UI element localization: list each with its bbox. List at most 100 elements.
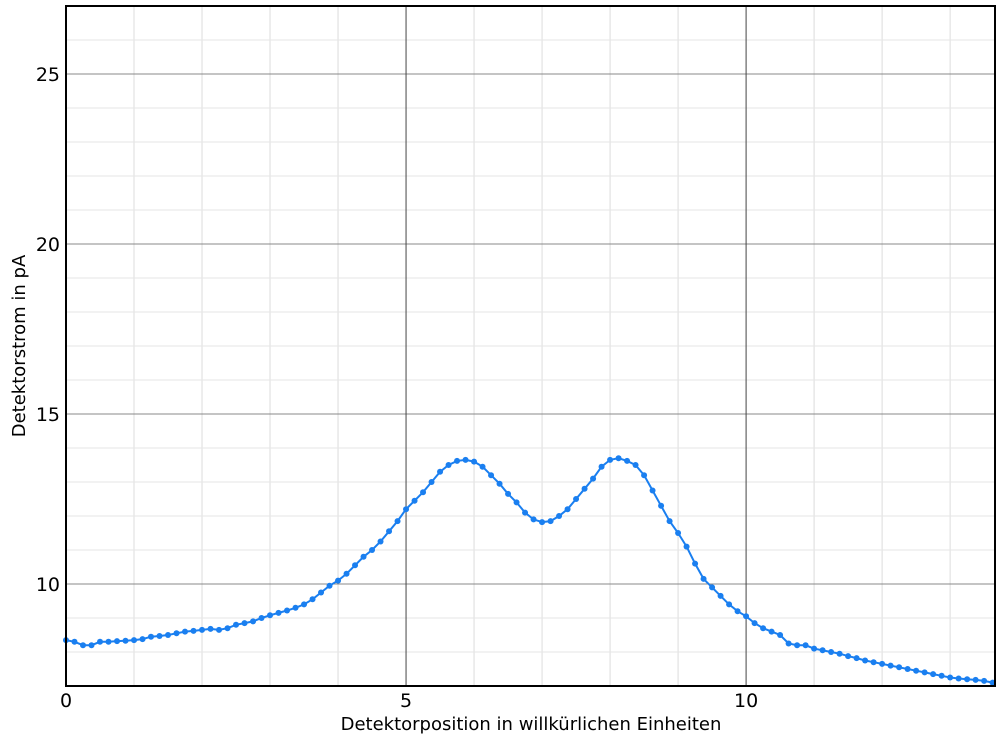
y-tick-label: 15 <box>36 404 60 426</box>
data-point <box>343 570 350 577</box>
data-point <box>148 633 155 640</box>
data-point <box>403 506 410 513</box>
data-point <box>734 608 741 615</box>
data-point <box>590 475 597 482</box>
data-point <box>811 645 818 652</box>
data-point <box>658 502 665 509</box>
data-point <box>411 497 418 504</box>
x-tick-label: 0 <box>60 690 72 712</box>
data-point <box>88 642 95 649</box>
data-point <box>479 463 486 470</box>
data-point <box>624 457 631 464</box>
data-point <box>505 490 512 497</box>
data-point <box>105 638 112 645</box>
data-point <box>309 596 316 603</box>
data-line <box>65 457 993 684</box>
data-point <box>717 592 724 599</box>
data-point <box>896 664 903 671</box>
data-point <box>301 601 308 608</box>
data-point <box>292 604 299 611</box>
data-point <box>335 577 342 584</box>
data-point <box>326 582 333 589</box>
data-point <box>607 456 614 463</box>
data-point <box>853 655 860 662</box>
data-point <box>80 642 87 649</box>
data-point <box>190 627 197 634</box>
data-point <box>845 653 852 660</box>
data-point <box>751 620 758 627</box>
data-point <box>360 553 367 560</box>
data-point <box>632 462 639 468</box>
data-point <box>649 487 656 494</box>
data-point <box>488 472 495 479</box>
data-point <box>216 626 223 633</box>
data-point <box>947 674 954 681</box>
data-point <box>267 612 274 619</box>
data-point <box>139 636 146 643</box>
data-point <box>726 601 733 608</box>
data-point <box>615 455 622 462</box>
data-point <box>522 509 529 516</box>
data-point <box>964 676 971 683</box>
data-point <box>768 628 775 635</box>
data-point <box>241 620 248 627</box>
data-point <box>462 456 469 463</box>
data-point <box>114 638 121 645</box>
plot-frame <box>65 5 996 687</box>
data-point <box>71 638 78 645</box>
data-point <box>386 528 393 535</box>
data-point <box>930 671 937 678</box>
data-point <box>879 660 886 667</box>
data-point <box>275 609 282 616</box>
y-tick-label: 10 <box>36 574 60 596</box>
data-point <box>683 543 690 550</box>
data-point <box>165 632 172 638</box>
data-point <box>199 626 206 633</box>
data-point <box>207 625 214 632</box>
data-point <box>131 637 138 644</box>
data-point <box>785 640 792 647</box>
data-point <box>233 621 240 628</box>
data-point <box>709 584 716 591</box>
data-point <box>539 519 546 526</box>
data-point <box>700 575 707 582</box>
data-point <box>471 458 478 465</box>
data-point <box>547 518 554 525</box>
data-point <box>972 676 979 683</box>
data-point <box>938 672 945 679</box>
data-point <box>692 560 699 567</box>
data-point <box>904 666 911 672</box>
data-point <box>394 518 401 525</box>
data-point <box>122 637 129 644</box>
x-tick-label: 5 <box>400 690 412 712</box>
data-point <box>641 472 648 479</box>
data-point <box>666 518 673 525</box>
data-point <box>794 642 801 649</box>
data-point <box>420 489 427 496</box>
data-point <box>530 516 537 523</box>
data-point <box>955 675 962 682</box>
data-point <box>496 480 503 487</box>
data-point <box>97 638 104 645</box>
data-point <box>454 457 461 464</box>
data-point <box>862 657 869 664</box>
data-point <box>921 669 928 676</box>
data-point <box>760 625 767 632</box>
data-point <box>913 667 920 674</box>
data-point <box>513 499 520 506</box>
data-point <box>182 628 189 635</box>
data-point <box>887 662 894 669</box>
data-point <box>284 607 291 614</box>
data-point <box>828 649 835 655</box>
data-point <box>777 632 784 638</box>
data-point <box>581 485 588 492</box>
data-point <box>377 538 384 545</box>
data-point <box>173 630 180 637</box>
data-point <box>250 618 257 625</box>
data-point <box>598 463 605 470</box>
data-point <box>352 562 359 569</box>
y-tick-label: 25 <box>36 64 60 86</box>
data-point <box>836 650 843 657</box>
data-point <box>675 530 682 536</box>
